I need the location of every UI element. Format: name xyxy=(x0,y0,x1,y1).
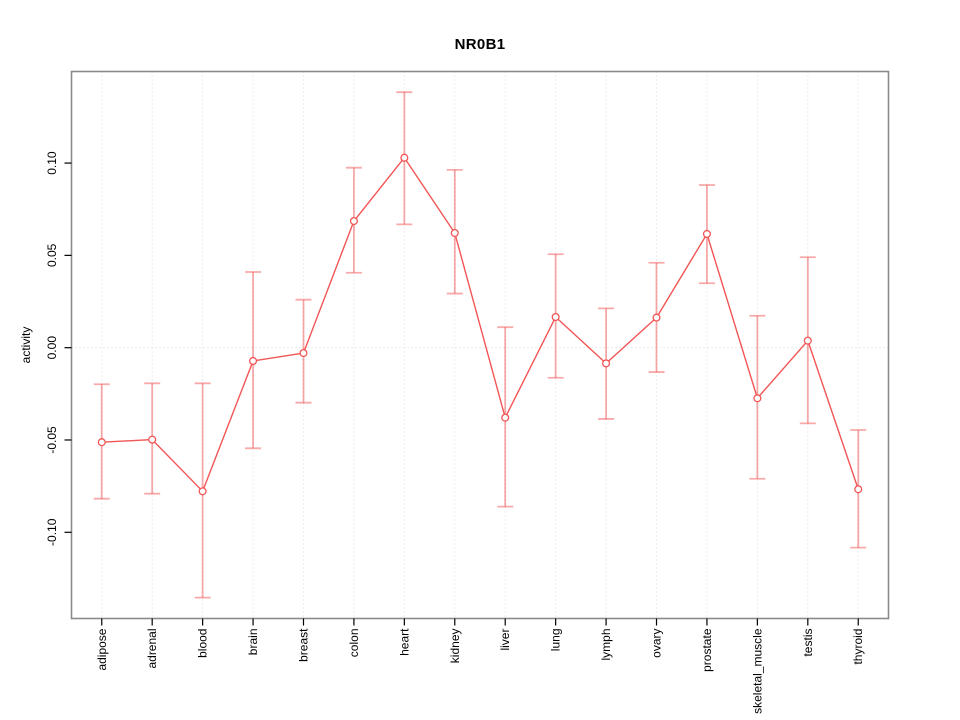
data-point xyxy=(148,435,157,444)
y-tick-label: 0.00 xyxy=(45,336,59,360)
data-point xyxy=(854,485,863,494)
data-point xyxy=(803,336,812,345)
x-tick-label: heart xyxy=(397,628,411,656)
data-point xyxy=(349,216,358,226)
x-tick-label: adrenal xyxy=(145,629,159,669)
data-point xyxy=(753,394,762,403)
plot-box xyxy=(70,70,890,620)
data-point xyxy=(198,487,207,496)
data-point xyxy=(551,312,560,322)
y-tick-label: 0.05 xyxy=(45,243,59,267)
x-tick-label: liver xyxy=(498,629,512,651)
chart-title: NR0B1 xyxy=(454,36,506,53)
y-tick-label: 0.10 xyxy=(45,151,59,175)
x-tick-label: thyroid xyxy=(851,629,865,665)
series-line xyxy=(101,157,859,493)
data-point xyxy=(400,153,409,162)
x-tick-label: kidney xyxy=(448,629,462,664)
data-point xyxy=(450,228,459,238)
data-point xyxy=(501,413,510,422)
data-point xyxy=(299,348,308,358)
data-point xyxy=(602,359,611,368)
x-tick-label: lymph xyxy=(599,629,613,661)
x-tick-label: colon xyxy=(347,629,361,658)
x-tick-label: brain xyxy=(246,629,260,656)
y-tick-label: -0.05 xyxy=(45,426,59,454)
data-point xyxy=(97,438,106,447)
x-tick-label: testis xyxy=(801,629,815,657)
data-point xyxy=(702,229,711,239)
x-tick-label: blood xyxy=(196,629,210,658)
data-point xyxy=(652,313,661,322)
data-point xyxy=(249,356,258,366)
x-tick-label: lung xyxy=(549,629,563,652)
x-tick-label: prostate xyxy=(700,628,714,672)
y-tick-label: -0.10 xyxy=(45,518,59,546)
x-tick-label: breast xyxy=(296,628,310,662)
x-tick-label: adipose xyxy=(95,628,109,670)
x-tick-label: skeletal_muscle xyxy=(750,628,764,714)
x-tick-label: ovary xyxy=(650,629,664,658)
